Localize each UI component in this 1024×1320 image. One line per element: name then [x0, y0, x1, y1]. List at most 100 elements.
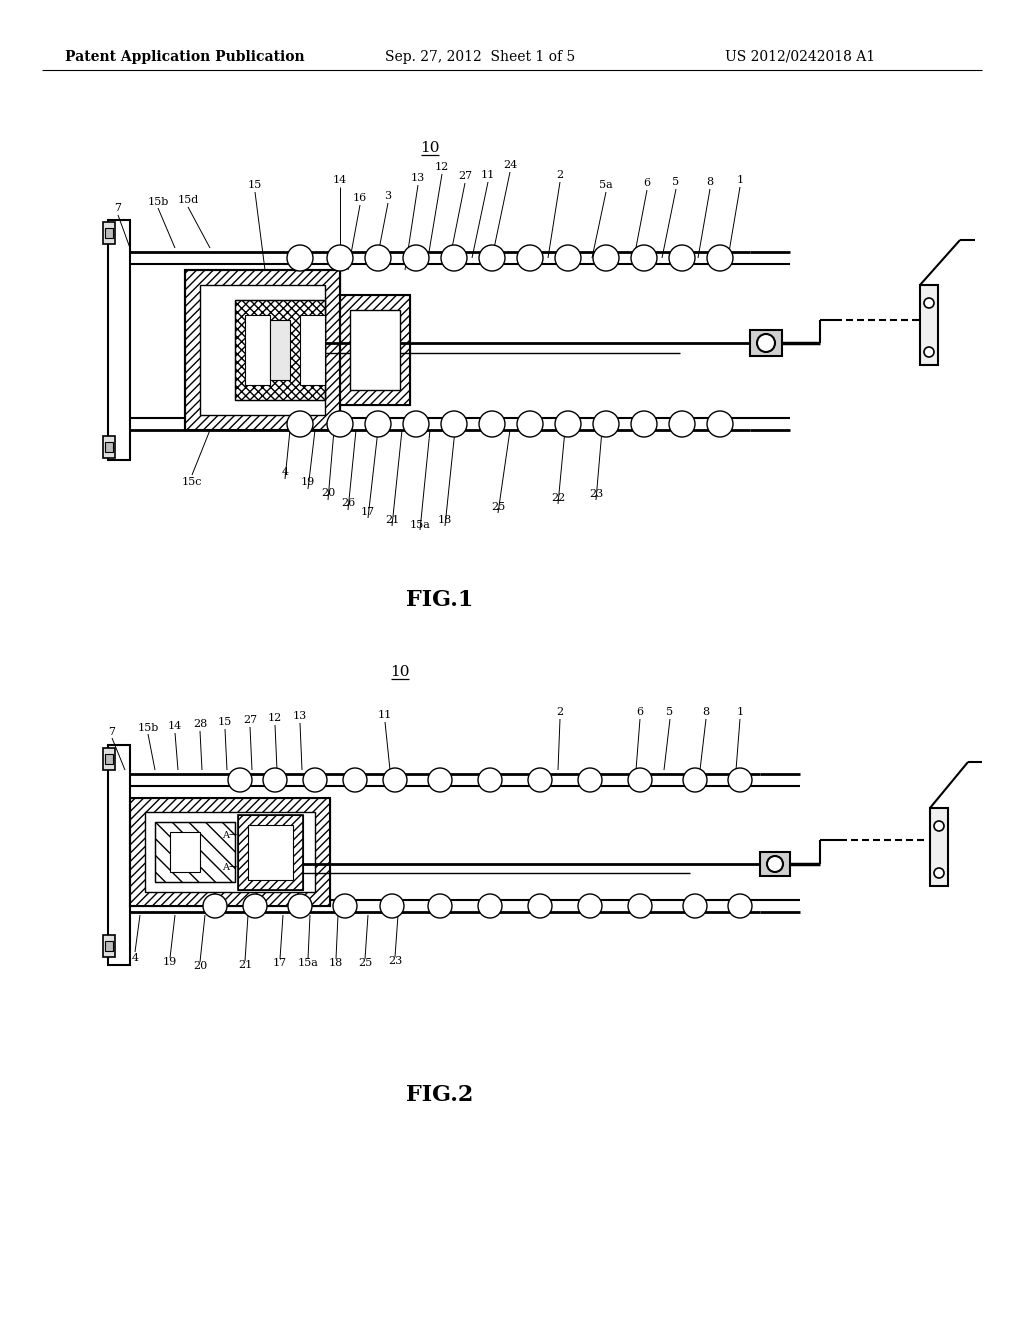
Text: 15b: 15b: [137, 723, 159, 733]
Text: 14: 14: [168, 721, 182, 731]
Text: A→: A→: [222, 832, 238, 841]
Text: FIG.1: FIG.1: [407, 589, 474, 611]
Circle shape: [757, 334, 775, 352]
Circle shape: [365, 411, 391, 437]
Text: 7: 7: [115, 203, 122, 213]
Circle shape: [288, 894, 312, 917]
Circle shape: [303, 768, 327, 792]
Bar: [105, 228, 113, 238]
Text: 17: 17: [360, 507, 375, 517]
Circle shape: [628, 768, 652, 792]
Circle shape: [383, 768, 407, 792]
Circle shape: [327, 411, 353, 437]
Text: 26: 26: [341, 498, 355, 508]
Text: 6: 6: [637, 708, 643, 717]
Text: 2: 2: [556, 170, 563, 180]
Circle shape: [403, 246, 429, 271]
Circle shape: [343, 768, 367, 792]
Bar: [108, 744, 130, 965]
Bar: [245, 315, 270, 385]
Circle shape: [767, 855, 783, 873]
Bar: [155, 822, 234, 882]
Circle shape: [924, 347, 934, 356]
Circle shape: [728, 768, 752, 792]
Circle shape: [631, 246, 657, 271]
Bar: [103, 222, 115, 244]
Circle shape: [203, 894, 227, 917]
Circle shape: [924, 298, 934, 308]
Circle shape: [287, 411, 313, 437]
Text: 8: 8: [707, 177, 714, 187]
Text: 4: 4: [131, 953, 138, 964]
Bar: [340, 294, 410, 405]
Text: 20: 20: [321, 488, 335, 498]
Bar: [930, 808, 948, 886]
Bar: [300, 315, 325, 385]
Circle shape: [441, 411, 467, 437]
Text: Sep. 27, 2012  Sheet 1 of 5: Sep. 27, 2012 Sheet 1 of 5: [385, 50, 575, 63]
Bar: [185, 271, 340, 430]
Text: 23: 23: [388, 956, 402, 966]
Circle shape: [528, 768, 552, 792]
Text: 25: 25: [357, 958, 372, 968]
Text: 15: 15: [248, 180, 262, 190]
Circle shape: [479, 246, 505, 271]
Bar: [105, 754, 113, 764]
Circle shape: [707, 411, 733, 437]
Bar: [238, 814, 303, 890]
Text: 15: 15: [218, 717, 232, 727]
Text: 25: 25: [490, 502, 505, 512]
Bar: [185, 271, 340, 430]
Text: 16: 16: [353, 193, 368, 203]
Text: 18: 18: [438, 515, 453, 525]
Text: A→: A→: [222, 863, 238, 873]
Text: 11: 11: [378, 710, 392, 719]
Circle shape: [478, 894, 502, 917]
Circle shape: [403, 411, 429, 437]
Circle shape: [365, 246, 391, 271]
Text: 15d: 15d: [177, 195, 199, 205]
Bar: [350, 310, 400, 389]
Bar: [155, 822, 234, 882]
Bar: [750, 330, 782, 356]
Text: 5a: 5a: [599, 180, 613, 190]
Circle shape: [593, 411, 618, 437]
Bar: [234, 300, 325, 400]
Bar: [105, 941, 113, 950]
Circle shape: [934, 821, 944, 832]
Bar: [234, 300, 325, 400]
Text: 11: 11: [481, 170, 496, 180]
Text: 14: 14: [333, 176, 347, 185]
Text: 21: 21: [238, 960, 252, 970]
Text: 15b: 15b: [147, 197, 169, 207]
Text: 24: 24: [503, 160, 517, 170]
Text: 28: 28: [193, 719, 207, 729]
Text: 27: 27: [243, 715, 257, 725]
Text: 7: 7: [109, 727, 116, 737]
Text: 15a: 15a: [410, 520, 430, 531]
Text: 23: 23: [589, 488, 603, 499]
Text: 8: 8: [702, 708, 710, 717]
Bar: [340, 294, 410, 405]
Circle shape: [263, 768, 287, 792]
Text: FIG.2: FIG.2: [407, 1084, 474, 1106]
Text: 13: 13: [293, 711, 307, 721]
Circle shape: [707, 246, 733, 271]
Text: 10: 10: [390, 665, 410, 678]
Circle shape: [578, 894, 602, 917]
Text: 17: 17: [273, 958, 287, 968]
Circle shape: [228, 768, 252, 792]
Bar: [248, 825, 293, 880]
Text: 3: 3: [384, 191, 391, 201]
Circle shape: [555, 246, 581, 271]
Circle shape: [428, 768, 452, 792]
Text: 12: 12: [268, 713, 283, 723]
Circle shape: [333, 894, 357, 917]
Bar: [920, 285, 938, 366]
Circle shape: [728, 894, 752, 917]
Text: 1: 1: [736, 708, 743, 717]
Text: 22: 22: [551, 492, 565, 503]
Text: US 2012/0242018 A1: US 2012/0242018 A1: [725, 50, 876, 63]
Text: 18: 18: [329, 958, 343, 968]
Circle shape: [555, 411, 581, 437]
